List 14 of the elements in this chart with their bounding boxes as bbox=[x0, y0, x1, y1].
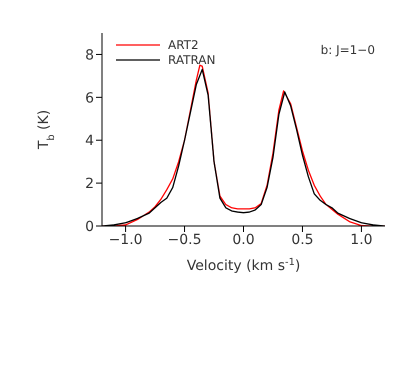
y-tick-label: 8 bbox=[85, 47, 94, 64]
x-tick-label: −0.5 bbox=[168, 232, 202, 248]
x-tick-label: 1.0 bbox=[350, 232, 373, 248]
legend-label: RATRAN bbox=[168, 52, 216, 66]
x-tick-label: 0.0 bbox=[232, 232, 255, 248]
y-tick-label: 4 bbox=[85, 133, 94, 150]
x-tick-label: −1.0 bbox=[108, 232, 143, 248]
y-tick-label: 2 bbox=[85, 176, 94, 192]
legend-label: ART2 bbox=[168, 38, 199, 52]
x-tick-label: 0.5 bbox=[291, 232, 314, 248]
x-axis-title: Velocity (km s$^{-1}$) bbox=[186, 256, 300, 274]
y-tick-label: 0 bbox=[85, 218, 94, 235]
y-tick-label: 6 bbox=[85, 90, 94, 106]
annotation: b: J=1−0 bbox=[320, 43, 375, 57]
